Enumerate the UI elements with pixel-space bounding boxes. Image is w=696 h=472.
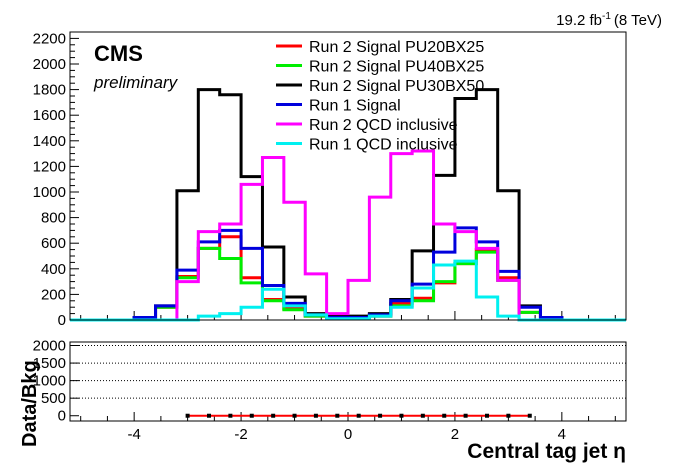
main-y-tick-label: 800 bbox=[41, 210, 66, 227]
main-y-tick-label: 200 bbox=[41, 286, 66, 303]
ratio-point bbox=[271, 413, 276, 418]
ratio-point bbox=[442, 413, 447, 418]
ratio-y-tick-label: 2000 bbox=[33, 338, 66, 355]
main-y-tick-label: 2200 bbox=[33, 30, 66, 47]
ratio-frame bbox=[69, 341, 627, 422]
main-y-tick-label: 1200 bbox=[33, 158, 66, 175]
main-y-tick-label: 600 bbox=[41, 235, 66, 252]
legend-label: Run 2 Signal PU20BX25 bbox=[309, 39, 484, 56]
legend-label: Run 2 Signal PU40BX25 bbox=[309, 59, 484, 76]
lumi-energy: (8 TeV) bbox=[614, 12, 662, 29]
main-y-tick-label: 400 bbox=[41, 261, 66, 278]
x-tick-label: 4 bbox=[558, 426, 566, 443]
main-y-tick-label: 2000 bbox=[33, 56, 66, 73]
main-y-tick-label: 1400 bbox=[33, 133, 66, 150]
main-y-tick-label: 1600 bbox=[33, 107, 66, 124]
ratio-point bbox=[249, 413, 254, 418]
ratio-y-tick-label: 1000 bbox=[33, 373, 66, 390]
legend-label: Run 2 Signal PU30BX50 bbox=[309, 78, 484, 95]
ratio-point bbox=[506, 413, 511, 418]
ratio-point bbox=[378, 413, 383, 418]
ratio-y-tick-label: 500 bbox=[41, 390, 66, 407]
series-line bbox=[70, 259, 626, 322]
lumi-exponent: -1 bbox=[602, 11, 611, 22]
x-tick-label: -2 bbox=[234, 426, 247, 443]
main-y-tick-label: 1800 bbox=[33, 82, 66, 99]
main-panel: 0 200 400 600 800 1000 1200 1400 1600 1800 2000 220… bbox=[33, 30, 626, 329]
ratio-point bbox=[292, 413, 297, 418]
legend-label: Run 1 Signal bbox=[309, 98, 401, 115]
main-y-tick-label: 1000 bbox=[33, 184, 66, 201]
ratio-point bbox=[420, 413, 425, 418]
lumi-label: 19.2 fb-1 (8 TeV) bbox=[556, 11, 662, 29]
cms-label: CMS bbox=[94, 41, 143, 66]
ratio-point bbox=[228, 413, 233, 418]
ratio-point bbox=[399, 413, 404, 418]
ratio-point bbox=[335, 413, 340, 418]
main-frame bbox=[69, 31, 627, 321]
ratio-y-tick-label: 1500 bbox=[33, 355, 66, 372]
legend-label: Run 2 QCD inclusive bbox=[309, 117, 458, 134]
ratio-point bbox=[313, 413, 318, 418]
ratio-y-axis-label: Data/Bkg bbox=[19, 360, 41, 447]
preliminary-label: preliminary bbox=[93, 73, 179, 92]
series-line bbox=[70, 149, 626, 322]
x-tick-label: -4 bbox=[127, 426, 140, 443]
ratio-point bbox=[185, 413, 190, 418]
legend: Run 2 Signal PU20BX25 Run 2 Signal PU40BX… bbox=[276, 39, 484, 154]
ratio-point bbox=[207, 413, 211, 418]
ratio-point bbox=[356, 413, 361, 418]
ratio-y-tick-label: 0 bbox=[58, 408, 66, 425]
main-y-tick-label: 0 bbox=[58, 312, 66, 329]
x-tick-label: 0 bbox=[344, 426, 352, 443]
x-tick-label: 2 bbox=[451, 426, 459, 443]
x-axis-label: Central tag jet η bbox=[467, 440, 626, 463]
lumi-value: 19.2 fb bbox=[556, 12, 602, 29]
ratio-point bbox=[463, 413, 468, 418]
ratio-point bbox=[485, 413, 489, 418]
legend-label: Run 1 QCD inclusive bbox=[309, 137, 458, 154]
ratio-point bbox=[527, 413, 532, 418]
